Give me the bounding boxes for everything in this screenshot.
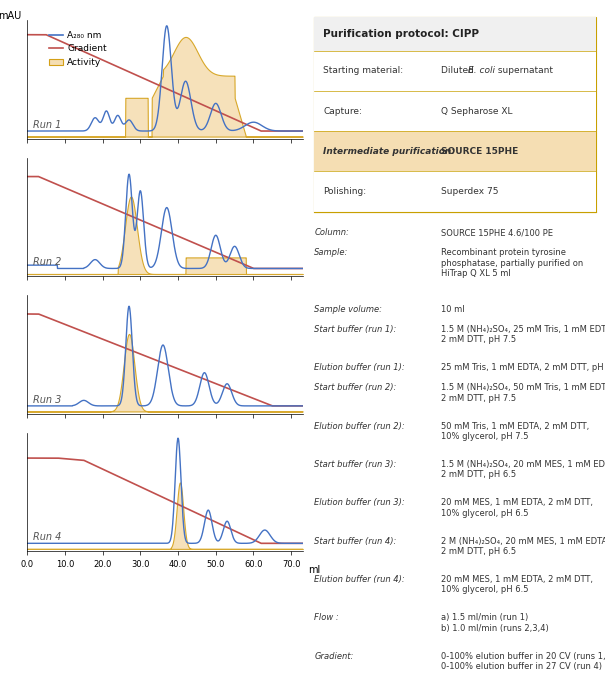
Text: Sample:: Sample: bbox=[315, 248, 349, 257]
Text: 1.5 M (NH₄)₂SO₄, 50 mM Tris, 1 mM EDTA,
2 mM DTT, pH 7.5: 1.5 M (NH₄)₂SO₄, 50 mM Tris, 1 mM EDTA, … bbox=[441, 383, 605, 403]
Legend: A₂₈₀ nm, Gradient, Activity: A₂₈₀ nm, Gradient, Activity bbox=[45, 27, 110, 70]
Text: ml: ml bbox=[308, 565, 320, 575]
Bar bbox=[315, 17, 596, 51]
Bar bbox=[315, 17, 596, 212]
Text: Recombinant protein tyrosine
phosphatase, partially purified on
HiTrap Q XL 5 ml: Recombinant protein tyrosine phosphatase… bbox=[441, 248, 583, 278]
Text: E. coli: E. coli bbox=[468, 66, 495, 75]
Bar bbox=[315, 51, 596, 91]
Text: Start buffer (run 2):: Start buffer (run 2): bbox=[315, 383, 397, 393]
Text: Run 3: Run 3 bbox=[33, 395, 61, 405]
Text: Elution buffer (run 1):: Elution buffer (run 1): bbox=[315, 363, 405, 372]
Text: Elution buffer (run 3):: Elution buffer (run 3): bbox=[315, 498, 405, 507]
Text: SOURCE 15PHE 4.6/100 PE: SOURCE 15PHE 4.6/100 PE bbox=[441, 228, 553, 237]
Text: supernatant: supernatant bbox=[495, 66, 552, 75]
Bar bbox=[315, 171, 596, 212]
Text: 2 M (NH₄)₂SO₄, 20 mM MES, 1 mM EDTA,
2 mM DTT, pH 6.5: 2 M (NH₄)₂SO₄, 20 mM MES, 1 mM EDTA, 2 m… bbox=[441, 537, 605, 556]
Text: Run 2: Run 2 bbox=[33, 257, 61, 267]
Text: 50 mM Tris, 1 mM EDTA, 2 mM DTT,
10% glycerol, pH 7.5: 50 mM Tris, 1 mM EDTA, 2 mM DTT, 10% gly… bbox=[441, 422, 589, 441]
Text: Column:: Column: bbox=[315, 228, 349, 237]
Text: Purification protocol: CIPP: Purification protocol: CIPP bbox=[323, 28, 479, 39]
Text: Diluted: Diluted bbox=[441, 66, 477, 75]
Text: Capture:: Capture: bbox=[323, 106, 362, 116]
Text: Run 1: Run 1 bbox=[33, 120, 61, 130]
Text: 25 mM Tris, 1 mM EDTA, 2 mM DTT, pH 7.5: 25 mM Tris, 1 mM EDTA, 2 mM DTT, pH 7.5 bbox=[441, 363, 605, 372]
Text: Intermediate purification:: Intermediate purification: bbox=[323, 147, 455, 156]
Bar bbox=[315, 91, 596, 131]
Text: 20 mM MES, 1 mM EDTA, 2 mM DTT,
10% glycerol, pH 6.5: 20 mM MES, 1 mM EDTA, 2 mM DTT, 10% glyc… bbox=[441, 498, 593, 518]
Text: Run 4: Run 4 bbox=[33, 532, 61, 542]
Text: SOURCE 15PHE: SOURCE 15PHE bbox=[441, 147, 518, 156]
Text: Flow :: Flow : bbox=[315, 613, 339, 622]
Text: mAU: mAU bbox=[0, 11, 22, 21]
Bar bbox=[315, 131, 596, 171]
Text: Q Sepharose XL: Q Sepharose XL bbox=[441, 106, 512, 116]
Text: 10 ml: 10 ml bbox=[441, 305, 465, 313]
Text: Sample volume:: Sample volume: bbox=[315, 305, 382, 313]
Text: 1.5 M (NH₄)₂SO₄, 25 mM Tris, 1 mM EDTA,
2 mM DTT, pH 7.5: 1.5 M (NH₄)₂SO₄, 25 mM Tris, 1 mM EDTA, … bbox=[441, 325, 605, 344]
Text: Gradient:: Gradient: bbox=[315, 652, 354, 661]
Text: Starting material:: Starting material: bbox=[323, 66, 403, 75]
Text: Elution buffer (run 2):: Elution buffer (run 2): bbox=[315, 422, 405, 431]
Text: a) 1.5 ml/min (run 1)
b) 1.0 ml/min (runs 2,3,4): a) 1.5 ml/min (run 1) b) 1.0 ml/min (run… bbox=[441, 613, 549, 633]
Text: Start buffer (run 1):: Start buffer (run 1): bbox=[315, 325, 397, 334]
Text: 1.5 M (NH₄)₂SO₄, 20 mM MES, 1 mM EDTA,
2 mM DTT, pH 6.5: 1.5 M (NH₄)₂SO₄, 20 mM MES, 1 mM EDTA, 2… bbox=[441, 460, 605, 479]
Text: Start buffer (run 3):: Start buffer (run 3): bbox=[315, 460, 397, 469]
Text: Elution buffer (run 4):: Elution buffer (run 4): bbox=[315, 575, 405, 584]
Text: 20 mM MES, 1 mM EDTA, 2 mM DTT,
10% glycerol, pH 6.5: 20 mM MES, 1 mM EDTA, 2 mM DTT, 10% glyc… bbox=[441, 575, 593, 594]
Text: Start buffer (run 4):: Start buffer (run 4): bbox=[315, 537, 397, 546]
Text: 0-100% elution buffer in 20 CV (runs 1,2,3)
0-100% elution buffer in 27 CV (run : 0-100% elution buffer in 20 CV (runs 1,2… bbox=[441, 652, 605, 671]
Text: Polishing:: Polishing: bbox=[323, 187, 366, 196]
Text: Superdex 75: Superdex 75 bbox=[441, 187, 499, 196]
